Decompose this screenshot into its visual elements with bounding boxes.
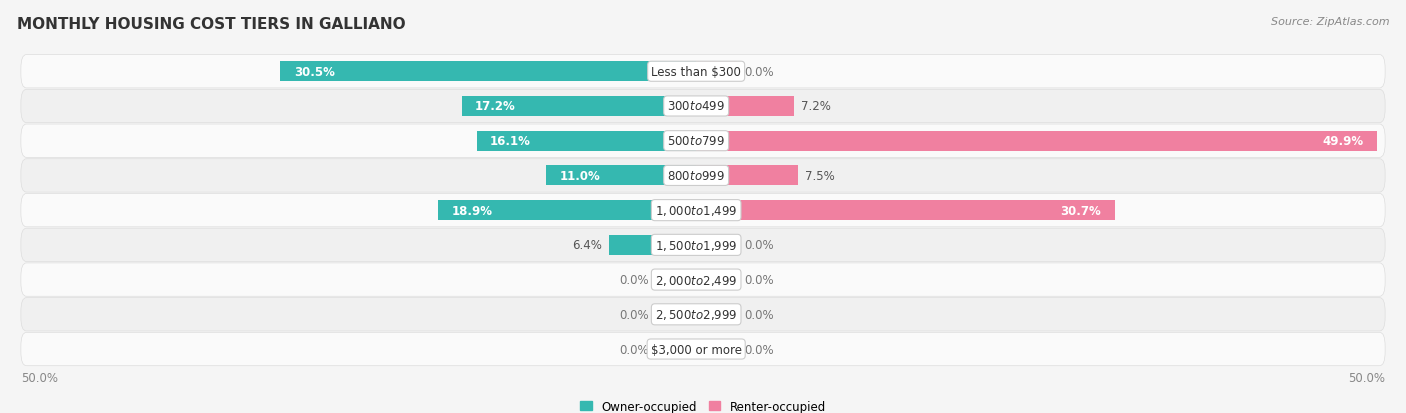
Bar bbox=[546, 166, 696, 186]
Bar bbox=[696, 304, 737, 325]
Bar bbox=[461, 97, 696, 117]
Text: 0.0%: 0.0% bbox=[619, 273, 648, 286]
Text: $1,500 to $1,999: $1,500 to $1,999 bbox=[655, 238, 737, 252]
Bar bbox=[696, 166, 799, 186]
Bar bbox=[696, 339, 737, 359]
FancyBboxPatch shape bbox=[21, 55, 1385, 89]
Text: 7.2%: 7.2% bbox=[801, 100, 831, 113]
Bar bbox=[696, 97, 794, 117]
Bar bbox=[655, 270, 696, 290]
Text: $2,000 to $2,499: $2,000 to $2,499 bbox=[655, 273, 737, 287]
Bar bbox=[696, 201, 1115, 221]
Bar bbox=[655, 339, 696, 359]
FancyBboxPatch shape bbox=[21, 90, 1385, 123]
Text: 7.5%: 7.5% bbox=[806, 169, 835, 183]
Text: 49.9%: 49.9% bbox=[1322, 135, 1364, 148]
Text: MONTHLY HOUSING COST TIERS IN GALLIANO: MONTHLY HOUSING COST TIERS IN GALLIANO bbox=[17, 17, 405, 31]
Text: 0.0%: 0.0% bbox=[744, 66, 773, 78]
FancyBboxPatch shape bbox=[21, 159, 1385, 192]
Bar bbox=[696, 270, 737, 290]
Text: 0.0%: 0.0% bbox=[744, 343, 773, 356]
FancyBboxPatch shape bbox=[21, 229, 1385, 262]
Text: $300 to $499: $300 to $499 bbox=[668, 100, 725, 113]
Text: 11.0%: 11.0% bbox=[560, 169, 600, 183]
Text: 0.0%: 0.0% bbox=[619, 308, 648, 321]
Bar bbox=[280, 62, 696, 82]
Text: 0.0%: 0.0% bbox=[744, 308, 773, 321]
Text: Source: ZipAtlas.com: Source: ZipAtlas.com bbox=[1271, 17, 1389, 26]
Text: $1,000 to $1,499: $1,000 to $1,499 bbox=[655, 204, 737, 218]
Text: 18.9%: 18.9% bbox=[451, 204, 494, 217]
FancyBboxPatch shape bbox=[21, 125, 1385, 158]
Bar bbox=[655, 304, 696, 325]
Bar bbox=[696, 131, 1376, 152]
Text: $2,500 to $2,999: $2,500 to $2,999 bbox=[655, 308, 737, 322]
Text: 16.1%: 16.1% bbox=[491, 135, 531, 148]
Bar bbox=[439, 201, 696, 221]
Text: 50.0%: 50.0% bbox=[1348, 370, 1385, 384]
Text: Less than $300: Less than $300 bbox=[651, 66, 741, 78]
Text: 0.0%: 0.0% bbox=[744, 273, 773, 286]
FancyBboxPatch shape bbox=[21, 298, 1385, 331]
Text: 30.7%: 30.7% bbox=[1060, 204, 1101, 217]
Text: 50.0%: 50.0% bbox=[21, 370, 58, 384]
Text: $3,000 or more: $3,000 or more bbox=[651, 343, 742, 356]
Bar bbox=[696, 62, 737, 82]
Bar bbox=[477, 131, 696, 152]
FancyBboxPatch shape bbox=[21, 194, 1385, 227]
Bar bbox=[609, 235, 696, 255]
Text: 6.4%: 6.4% bbox=[572, 239, 602, 252]
Text: 17.2%: 17.2% bbox=[475, 100, 516, 113]
FancyBboxPatch shape bbox=[21, 263, 1385, 297]
Text: 30.5%: 30.5% bbox=[294, 66, 335, 78]
Text: $500 to $799: $500 to $799 bbox=[668, 135, 725, 148]
Legend: Owner-occupied, Renter-occupied: Owner-occupied, Renter-occupied bbox=[575, 395, 831, 413]
Text: 0.0%: 0.0% bbox=[744, 239, 773, 252]
Bar bbox=[696, 235, 737, 255]
Text: $800 to $999: $800 to $999 bbox=[668, 169, 725, 183]
FancyBboxPatch shape bbox=[21, 332, 1385, 366]
Text: 0.0%: 0.0% bbox=[619, 343, 648, 356]
